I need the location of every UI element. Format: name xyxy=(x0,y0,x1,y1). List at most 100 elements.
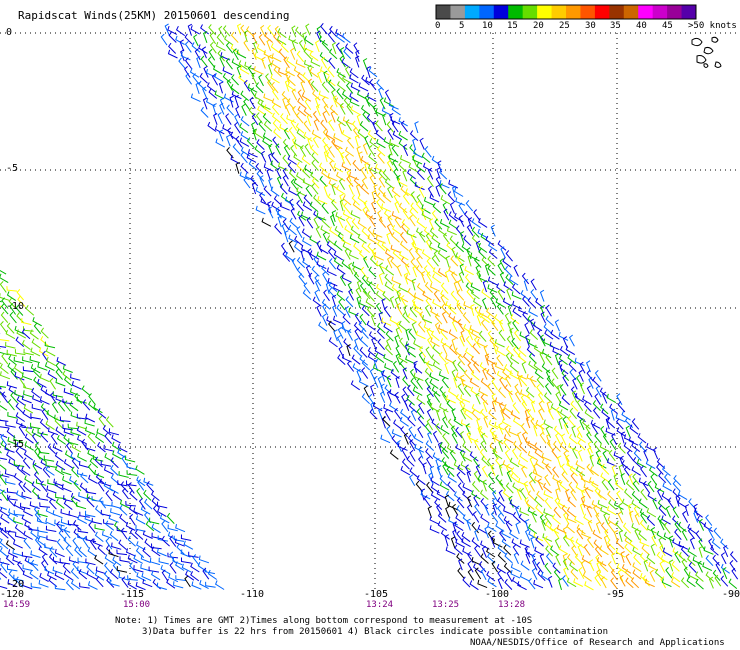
wind-barb xyxy=(504,312,511,325)
wind-barb xyxy=(290,207,297,220)
wind-barb xyxy=(0,547,9,558)
wind-barb xyxy=(487,330,495,342)
wind-barb xyxy=(369,78,377,91)
wind-barb xyxy=(510,467,519,479)
wind-barb xyxy=(350,225,360,236)
wind-barb xyxy=(313,194,322,206)
wind-barb xyxy=(662,482,673,492)
wind-barb xyxy=(78,546,87,558)
wind-barb xyxy=(479,489,489,500)
wind-barb xyxy=(470,289,480,300)
wind-barb xyxy=(89,457,99,469)
wind-barb xyxy=(413,434,424,444)
wind-barb xyxy=(0,561,8,574)
wind-barb xyxy=(628,473,634,486)
wind-barb xyxy=(378,185,387,197)
wind-barb xyxy=(413,149,423,159)
wind-barb xyxy=(594,393,601,405)
wind-barb xyxy=(321,39,330,52)
wind-barb xyxy=(187,23,193,36)
lat-label-0: 0 xyxy=(6,27,13,38)
wind-barb xyxy=(190,25,200,35)
wind-barb xyxy=(539,514,547,526)
wind-barb xyxy=(681,558,688,571)
wind-barb xyxy=(520,560,530,571)
wind-barb xyxy=(291,105,299,118)
wind-barb xyxy=(474,567,482,580)
wind-barb xyxy=(467,328,474,341)
wind-barb xyxy=(45,517,56,527)
wind-barb xyxy=(373,363,383,373)
wind-barb xyxy=(720,552,727,565)
wind-barb xyxy=(588,477,599,487)
wind-barb xyxy=(316,260,327,270)
wind-barb xyxy=(491,393,497,406)
wind-barb xyxy=(316,26,322,39)
wind-barb xyxy=(46,535,57,542)
wind-barb xyxy=(311,129,322,139)
wind-barb xyxy=(509,529,519,540)
wind-barb xyxy=(467,217,473,230)
wind-barb xyxy=(398,139,408,150)
wind-barb xyxy=(62,562,71,574)
wind-barb xyxy=(348,262,354,275)
wind-barb xyxy=(556,455,562,468)
wind-barb xyxy=(243,39,250,52)
wind-barb xyxy=(462,576,471,588)
wind-barb xyxy=(472,511,480,523)
wind-barb xyxy=(533,579,544,589)
wind-barb xyxy=(199,580,209,590)
wind-barb xyxy=(372,120,378,133)
wind-barb xyxy=(404,263,411,276)
wind-barb xyxy=(118,573,129,581)
wind-barb xyxy=(333,133,343,143)
wind-barb xyxy=(440,328,448,340)
wind-barb xyxy=(263,104,273,115)
wind-barb xyxy=(624,417,634,428)
wind-barb xyxy=(538,400,545,413)
wind-barb xyxy=(73,528,83,540)
wind-barb xyxy=(356,295,361,308)
wind-barb xyxy=(328,146,335,158)
wind-barb xyxy=(580,475,591,484)
wind-barb xyxy=(375,163,385,174)
wind-barb xyxy=(565,345,576,356)
wind-barb xyxy=(207,569,217,580)
wind-barb xyxy=(281,223,287,235)
wind-barb xyxy=(254,129,264,139)
wind-barb xyxy=(594,574,602,587)
wind-barb xyxy=(330,110,336,123)
wind-barb xyxy=(723,545,729,557)
wind-barb xyxy=(469,252,480,262)
wind-barb xyxy=(381,203,392,213)
wind-barb xyxy=(521,400,529,412)
wind-barb xyxy=(457,279,463,292)
wind-barb xyxy=(366,97,375,109)
wind-barb xyxy=(33,376,42,388)
wind-barb xyxy=(695,571,704,582)
wind-barb xyxy=(489,336,498,348)
wind-barb xyxy=(559,409,570,419)
wind-barb xyxy=(517,581,527,591)
wind-barb xyxy=(138,498,146,510)
wind-barb xyxy=(492,447,499,460)
wind-barb xyxy=(429,193,440,203)
wind-barb xyxy=(546,375,555,387)
wind-barb xyxy=(576,399,584,411)
wind-barb xyxy=(433,250,441,263)
wind-barb xyxy=(555,432,561,445)
wind-barb xyxy=(407,434,416,446)
wind-barb xyxy=(471,370,480,381)
wind-barb xyxy=(440,282,449,294)
wind-barb xyxy=(396,264,402,277)
wind-barb xyxy=(394,407,402,420)
wind-barb xyxy=(366,320,376,331)
wind-barb xyxy=(412,242,423,251)
wind-barb xyxy=(384,249,395,259)
wind-barb xyxy=(425,238,433,251)
wind-barb xyxy=(63,387,74,396)
wind-barb xyxy=(52,443,63,452)
wind-barb xyxy=(418,345,427,358)
wind-barb xyxy=(587,441,593,454)
wind-barb xyxy=(587,519,593,532)
